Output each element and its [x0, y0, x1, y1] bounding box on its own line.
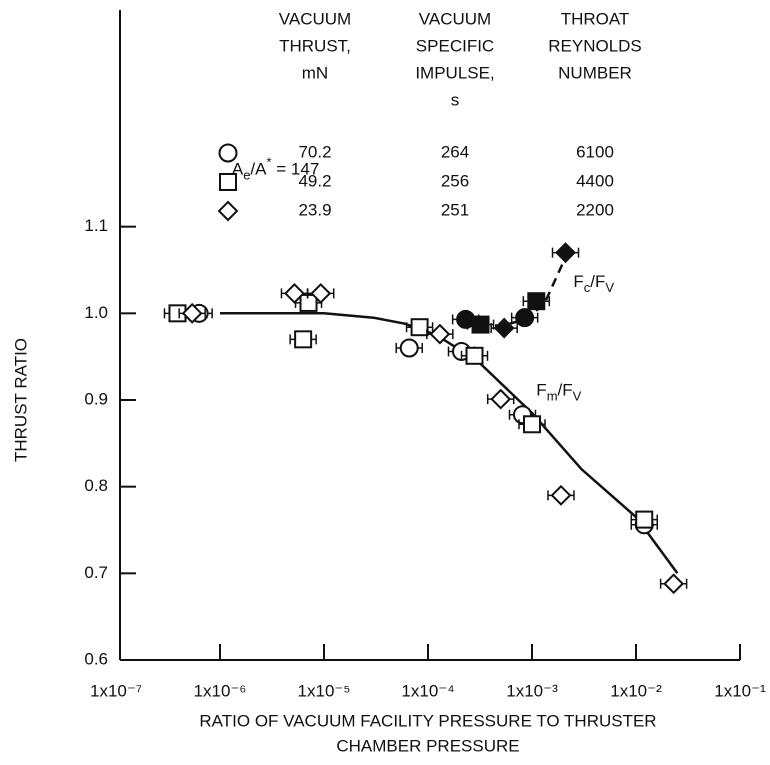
annotation-part: /F — [558, 381, 573, 400]
y-tick-label: 1.1 — [84, 216, 108, 235]
legend-header: s — [451, 90, 460, 109]
annotation-part: V — [573, 389, 582, 404]
marker — [523, 415, 541, 434]
annotation-part: A — [232, 160, 244, 179]
marker — [527, 292, 546, 311]
marker — [471, 315, 490, 334]
annotation-part: /F — [590, 272, 605, 291]
y-tick-label: 0.9 — [84, 389, 108, 408]
marker — [181, 302, 203, 324]
annotation-part: F — [536, 381, 546, 400]
legend-cell: 256 — [441, 171, 469, 190]
annotation-part: F — [573, 272, 583, 291]
legend-header: NUMBER — [558, 63, 632, 82]
marker — [429, 323, 451, 345]
annotation-part: m — [547, 389, 558, 404]
marker — [284, 282, 305, 304]
legend-cell: 2200 — [576, 200, 614, 219]
marker — [218, 143, 238, 163]
annotation: Fm/FV — [536, 381, 581, 404]
x-tick-label: 1x10⁻³ — [506, 681, 558, 700]
legend-cell: 23.9 — [298, 200, 331, 219]
marker — [550, 484, 572, 506]
annotation-part: e — [243, 168, 250, 183]
x-tick-label: 1x10⁻⁷ — [90, 681, 142, 700]
legend-header: VACUUM — [279, 9, 351, 28]
legend-header: SPECIFIC — [416, 36, 494, 55]
x-axis-label: RATIO OF VACUUM FACILITY PRESSURE TO THR… — [199, 711, 656, 730]
legend-header: VACUUM — [419, 9, 491, 28]
marker — [299, 293, 318, 312]
y-tick-label: 0.8 — [84, 476, 108, 495]
marker — [219, 173, 237, 191]
legend-header: THRUST, — [279, 36, 351, 55]
marker — [310, 282, 332, 304]
marker — [294, 330, 313, 349]
legend-header: mN — [302, 63, 328, 82]
x-tick-label: 1x10⁻¹ — [714, 681, 766, 700]
marker — [399, 338, 419, 358]
annotation: Fc/FV — [573, 272, 614, 295]
y-tick-label: 1.0 — [84, 303, 108, 322]
legend-cell: 264 — [441, 142, 469, 161]
legend-cell: 70.2 — [298, 142, 331, 161]
annotation-part: /A — [250, 160, 267, 179]
y-axis-label: THRUST RATIO — [11, 338, 30, 462]
marker — [410, 318, 429, 337]
x-tick-label: 1x10⁻⁶ — [194, 681, 247, 700]
legend-cell: 251 — [441, 200, 469, 219]
annotation-part: * — [266, 155, 271, 170]
legend-header: THROAT — [561, 9, 630, 28]
marker — [490, 388, 512, 410]
y-tick-label: 0.7 — [84, 563, 108, 582]
legend-cell: 49.2 — [298, 171, 331, 190]
marker — [515, 308, 535, 328]
x-axis-label: CHAMBER PRESSURE — [336, 736, 519, 755]
marker — [465, 346, 484, 365]
marker — [217, 200, 239, 222]
marker — [493, 317, 515, 339]
legend-cell: 4400 — [576, 171, 614, 190]
x-tick-label: 1x10⁻⁴ — [401, 681, 454, 700]
legend-header: IMPULSE, — [415, 63, 494, 82]
y-tick-label: 0.6 — [84, 649, 108, 668]
marker — [663, 573, 685, 595]
marker — [635, 510, 654, 529]
annotation-part: c — [584, 280, 591, 295]
annotation-part: V — [605, 280, 614, 295]
legend-header: REYNOLDS — [548, 36, 642, 55]
x-tick-label: 1x10⁻² — [610, 681, 662, 700]
legend-cell: 6100 — [576, 142, 614, 161]
annotation: Ae/A* = 147 — [232, 155, 319, 183]
x-tick-label: 1x10⁻⁵ — [298, 681, 351, 700]
annotation-part: = 147 — [272, 160, 320, 179]
marker — [555, 242, 576, 264]
